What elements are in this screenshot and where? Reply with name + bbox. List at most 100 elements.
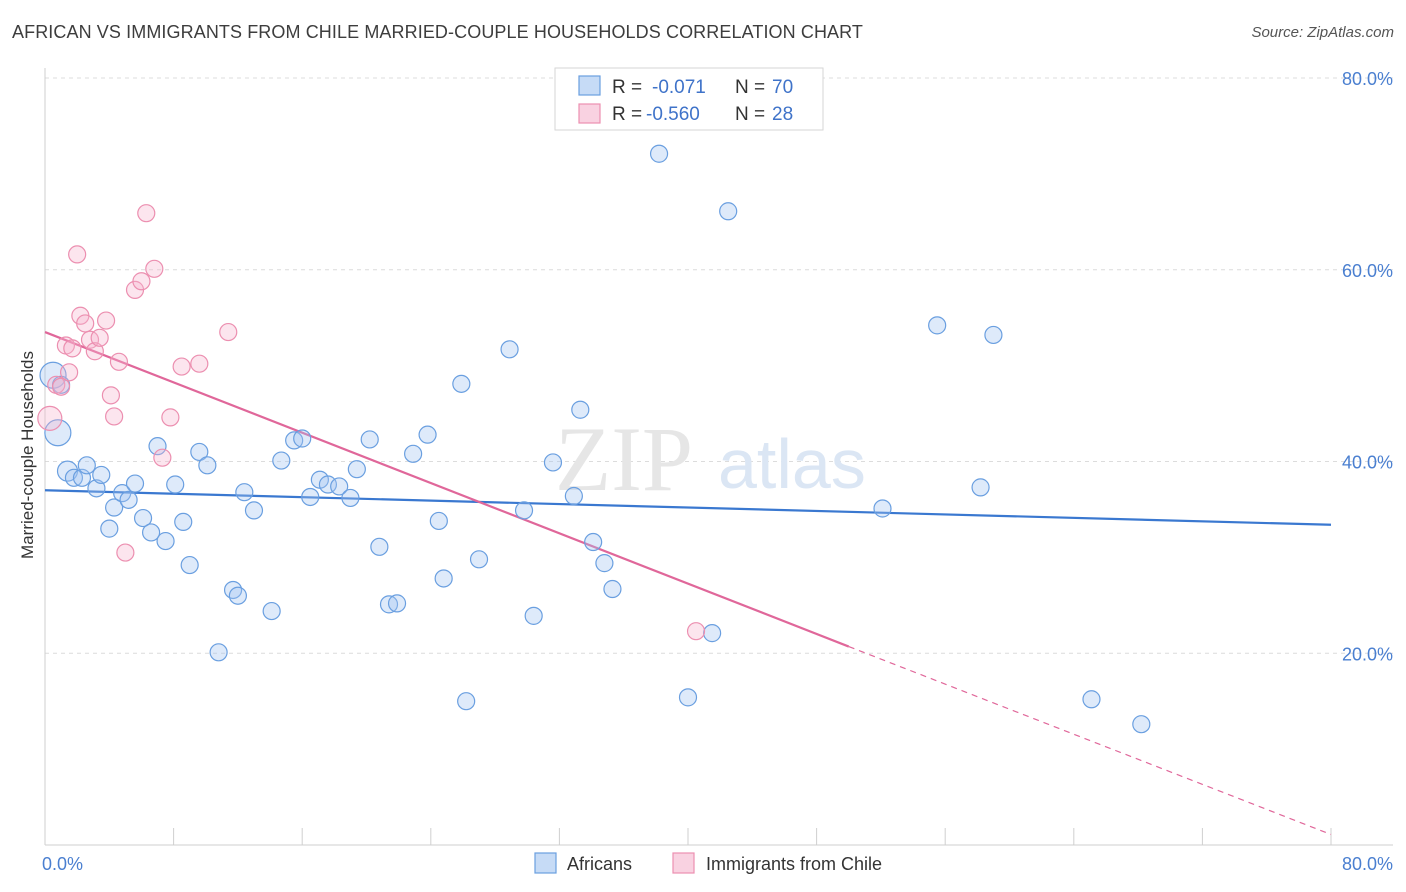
point-africans-13 xyxy=(125,474,145,493)
point-chile-20 xyxy=(145,259,164,278)
trend-line-chile xyxy=(44,331,850,648)
point-chile-14 xyxy=(105,407,124,426)
chart-title: AFRICAN VS IMMIGRANTS FROM CHILE MARRIED… xyxy=(12,22,864,42)
point-chile-10 xyxy=(85,342,104,361)
y-tick-label-2: 60.0% xyxy=(1342,261,1393,281)
point-chile-4 xyxy=(60,363,79,382)
point-chile-11 xyxy=(90,328,109,347)
point-africans-11 xyxy=(113,484,132,503)
point-africans-42 xyxy=(404,444,423,463)
point-africans-16 xyxy=(148,437,167,456)
point-chile-23 xyxy=(172,357,191,376)
point-africans-50 xyxy=(514,501,534,520)
watermark-zip: ZIP xyxy=(555,408,693,510)
stats-legend: R = -0.071 N = 70 R = -0.560 N = 28 xyxy=(554,67,824,131)
legend-r-value-africans: -0.071 xyxy=(652,77,706,98)
bottom-legend-swatch-africans xyxy=(534,852,557,874)
point-chile-21 xyxy=(153,448,172,467)
point-africans-7 xyxy=(87,479,106,498)
point-africans-36 xyxy=(341,488,360,508)
y-tick-label-0: 20.0% xyxy=(1342,644,1393,664)
point-africans-59 xyxy=(678,688,698,707)
point-chile-19 xyxy=(137,204,156,223)
watermark-atlas: atlas xyxy=(718,425,866,503)
point-africans-45 xyxy=(434,569,453,588)
trend-line-chile-extension xyxy=(848,645,1332,836)
point-chile-6 xyxy=(68,245,87,264)
point-africans-60 xyxy=(703,624,722,643)
point-africans-37 xyxy=(347,460,366,479)
point-africans-53 xyxy=(564,486,583,506)
legend-r-label-africans: R = xyxy=(612,77,642,98)
chart-source: Source: ZipAtlas.com xyxy=(1251,24,1394,41)
legend-r-label-chile: R = xyxy=(612,104,642,125)
point-chile-22 xyxy=(161,408,180,427)
point-africans-48 xyxy=(469,550,489,569)
legend-swatch-africans xyxy=(578,75,601,96)
point-chile-2 xyxy=(51,377,71,396)
y-axis-title: Married-couple Households xyxy=(18,351,37,559)
point-africans-17 xyxy=(156,531,175,551)
point-africans-1 xyxy=(44,419,72,447)
y-tick-labels: 20.0% 40.0% 60.0% 80.0% xyxy=(1342,69,1393,664)
point-africans-19 xyxy=(174,512,193,532)
grid-lines xyxy=(45,77,1393,654)
trend-lines xyxy=(44,331,1332,836)
point-chile-25 xyxy=(219,322,238,342)
point-africans-49 xyxy=(500,340,519,359)
point-chile-13 xyxy=(101,386,121,405)
point-africans-8 xyxy=(92,465,111,485)
point-africans-18 xyxy=(166,475,185,494)
legend-r-value-chile: -0.560 xyxy=(646,104,700,125)
y-tick-label-1: 40.0% xyxy=(1342,453,1393,473)
point-africans-6 xyxy=(77,456,96,475)
bottom-legend-label-chile: Immigrants from Chile xyxy=(706,854,882,874)
point-africans-64 xyxy=(971,478,990,497)
legend-n-value-chile: 28 xyxy=(772,104,793,125)
watermark: ZIP atlas xyxy=(555,408,866,510)
point-africans-20 xyxy=(180,555,199,575)
point-africans-63 xyxy=(928,316,947,335)
point-africans-24 xyxy=(223,580,243,600)
axes xyxy=(44,68,1393,846)
point-africans-47 xyxy=(457,692,476,711)
point-chile-8 xyxy=(76,314,95,333)
point-africans-52 xyxy=(543,453,563,472)
point-africans-46 xyxy=(452,374,471,393)
point-africans-67 xyxy=(1132,715,1151,734)
point-africans-39 xyxy=(370,537,389,556)
trend-line-africans xyxy=(44,489,1332,526)
point-africans-14 xyxy=(133,508,153,528)
point-chile-16 xyxy=(116,543,135,562)
point-chile-18 xyxy=(132,272,151,291)
point-africans-31 xyxy=(293,429,312,448)
x-tick-labels: 0.0% 80.0% xyxy=(42,854,1393,874)
point-africans-66 xyxy=(1082,690,1101,709)
point-chile-15 xyxy=(109,352,129,371)
point-chile-12 xyxy=(96,311,116,330)
point-africans-61 xyxy=(719,202,738,221)
point-africans-21 xyxy=(190,442,209,462)
point-chile-0 xyxy=(37,405,63,431)
legend-swatch-chile xyxy=(578,103,601,124)
point-chile-5 xyxy=(63,339,82,358)
point-africans-27 xyxy=(244,501,264,520)
legend-n-value-africans: 70 xyxy=(772,77,793,98)
point-africans-62 xyxy=(873,499,892,518)
point-africans-51 xyxy=(524,606,543,625)
x-tick-label-1: 80.0% xyxy=(1342,854,1393,874)
point-africans-43 xyxy=(418,425,437,444)
point-africans-44 xyxy=(429,511,448,531)
bottom-legend-label-africans: Africans xyxy=(567,854,632,874)
point-africans-29 xyxy=(272,451,291,470)
point-africans-57 xyxy=(603,579,622,599)
point-africans-28 xyxy=(262,601,281,621)
series-legend: Africans Immigrants from Chile xyxy=(534,852,882,874)
point-africans-58 xyxy=(649,144,669,163)
y-tick-label-3: 80.0% xyxy=(1342,69,1393,89)
point-africans-65 xyxy=(984,325,1003,345)
point-africans-55 xyxy=(584,532,603,552)
point-africans-10 xyxy=(105,498,124,517)
point-africans-12 xyxy=(119,490,138,509)
